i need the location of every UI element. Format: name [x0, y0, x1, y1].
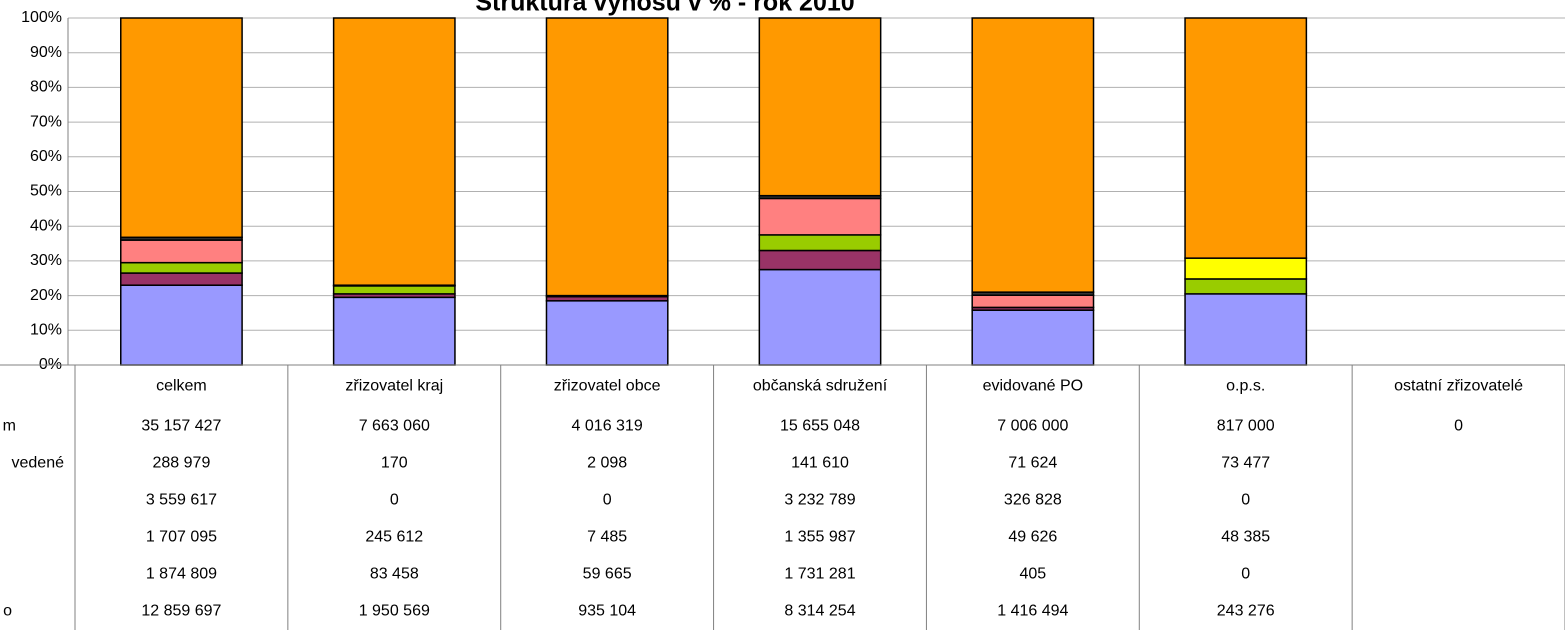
table-cell: 0 — [1241, 492, 1250, 509]
bar-segment — [758, 17, 882, 197]
table-cell: 59 665 — [583, 566, 632, 583]
table-cell: 170 — [381, 455, 408, 472]
bar-segment — [1184, 17, 1308, 259]
table-cell: 3 232 789 — [784, 492, 855, 509]
table-cell: 0 — [1241, 566, 1250, 583]
table-cell: 1 707 095 — [146, 529, 217, 546]
row-label: m — [3, 418, 16, 435]
table-cell: 83 458 — [370, 566, 419, 583]
y-tick-label: 80% — [30, 79, 62, 96]
bar-segment — [120, 272, 243, 286]
bar-segment — [545, 300, 669, 366]
table-cell: 3 559 617 — [146, 492, 217, 509]
table-cell: 288 979 — [153, 455, 211, 472]
table-cell: 7 485 — [587, 529, 627, 546]
bar-segment — [332, 285, 456, 295]
row-label: o — [3, 603, 12, 620]
x-tick-label: zřizovatel obce — [554, 378, 661, 395]
table-cell: 141 610 — [791, 455, 849, 472]
bar-segment — [332, 17, 456, 286]
bar-segment — [120, 239, 243, 264]
bar-segment — [758, 249, 882, 271]
table-cell: 0 — [1454, 418, 1463, 435]
table-cell: 1 355 987 — [784, 529, 855, 546]
table-cell: 1 950 569 — [359, 603, 430, 620]
chart-title: Struktura výnosů v % - rok 2010 — [475, 0, 854, 17]
table-cell: 405 — [1020, 566, 1047, 583]
x-tick-label: občanská sdružení — [753, 378, 888, 395]
bar-segment — [545, 17, 669, 297]
table-cell: 243 276 — [1217, 603, 1275, 620]
table-cell: 8 314 254 — [784, 603, 855, 620]
table-cell: 49 626 — [1008, 529, 1057, 546]
x-tick-label: evidované PO — [983, 378, 1084, 395]
table-cell: 12 859 697 — [141, 603, 221, 620]
y-tick-label: 70% — [30, 113, 62, 130]
table-cell: 73 477 — [1221, 455, 1270, 472]
bar-segment — [1184, 257, 1308, 280]
bar-segment — [971, 17, 1095, 293]
y-tick-label: 10% — [30, 322, 62, 339]
x-tick-label: o.p.s. — [1226, 378, 1265, 395]
x-tick-label: zřizovatel kraj — [345, 378, 443, 395]
table-cell: 935 104 — [578, 603, 636, 620]
y-tick-label: 60% — [30, 148, 62, 165]
bar-segment — [758, 197, 882, 236]
bar-segment — [758, 234, 882, 252]
bar-segment — [332, 296, 456, 366]
table-cell: 71 624 — [1008, 455, 1057, 472]
table-cell: 35 157 427 — [141, 418, 221, 435]
bar-segment — [120, 261, 243, 274]
table-cell: 245 612 — [365, 529, 423, 546]
x-tick-label: celkem — [156, 378, 207, 395]
table-cell: 2 098 — [587, 455, 627, 472]
table-cell: 4 016 319 — [572, 418, 643, 435]
table-cell: 817 000 — [1217, 418, 1275, 435]
x-tick-label: ostatní zřizovatelé — [1394, 378, 1523, 395]
y-tick-label: 40% — [30, 217, 62, 234]
table-cell: 0 — [390, 492, 399, 509]
table-cell: 15 655 048 — [780, 418, 860, 435]
table-cell: 326 828 — [1004, 492, 1062, 509]
y-tick-label: 90% — [30, 44, 62, 61]
y-tick-label: 20% — [30, 287, 62, 304]
table-cell: 7 006 000 — [997, 418, 1068, 435]
y-tick-label: 100% — [21, 9, 62, 26]
table-cell: 7 663 060 — [359, 418, 430, 435]
bar-segment — [971, 309, 1095, 366]
y-tick-label: 30% — [30, 252, 62, 269]
table-cell: 1 416 494 — [997, 603, 1068, 620]
table-cell: 48 385 — [1221, 529, 1270, 546]
table-cell: 1 731 281 — [784, 566, 855, 583]
y-tick-label: 50% — [30, 183, 62, 200]
table-cell: 1 874 809 — [146, 566, 217, 583]
bar-segment — [971, 294, 1095, 309]
row-label: vedené — [12, 455, 65, 472]
bar-segment — [120, 284, 243, 366]
table-cell: 0 — [603, 492, 612, 509]
bar-segment — [758, 268, 882, 366]
bar-segment — [1184, 278, 1308, 295]
bar-segment — [120, 17, 243, 239]
bar-segment — [1184, 293, 1308, 366]
